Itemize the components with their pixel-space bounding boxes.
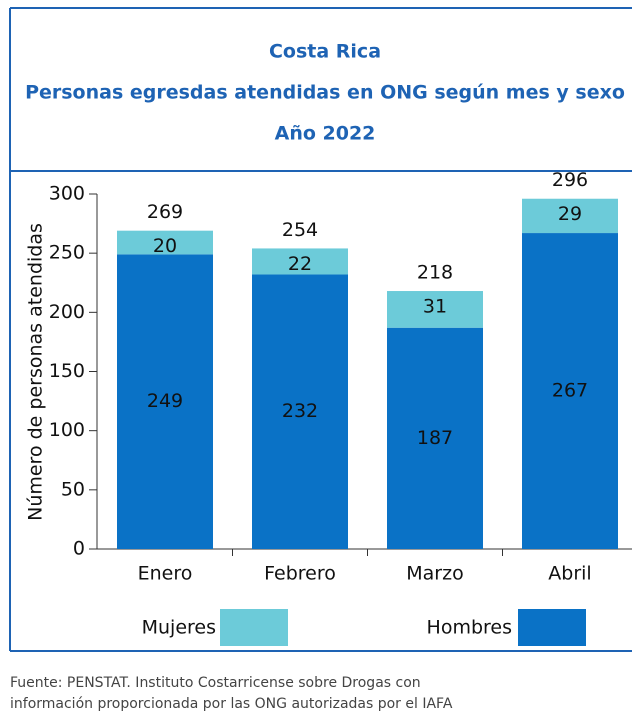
data-label: 232: [282, 400, 318, 422]
data-label: 20: [153, 235, 177, 257]
y-tick-label: 300: [49, 183, 85, 205]
y-tick-label: 0: [73, 538, 85, 560]
data-label: 31: [423, 296, 447, 318]
y-tick-label: 200: [49, 301, 85, 323]
chart-title: Año 2022: [275, 123, 376, 145]
source: información proporcionada por las ONG au…: [10, 696, 453, 712]
y-tick-label: 100: [49, 419, 85, 441]
y-tick-label: 250: [49, 242, 85, 264]
y-tick-label: 150: [49, 360, 85, 382]
bar-segment: [252, 248, 348, 275]
chart-title: Costa Rica: [269, 41, 381, 63]
legend-swatch: [518, 609, 586, 646]
chart-title: Personas egresdas atendidas en ONG según…: [25, 82, 625, 104]
data-label: 22: [288, 253, 312, 275]
bar-segment: [387, 291, 483, 328]
source: Fuente: PENSTAT. Instituto Costarricense…: [10, 675, 421, 691]
legend-swatch: [220, 609, 288, 646]
x-tick-label: Enero: [138, 563, 193, 585]
total-label: 218: [417, 262, 453, 284]
legend-label: Mujeres: [142, 617, 216, 639]
bar-segment: [117, 254, 213, 549]
data-label: 267: [552, 380, 588, 402]
data-label: 249: [147, 390, 183, 412]
y-axis-label: Número de personas atendidas: [25, 223, 47, 521]
legend-label: Hombres: [427, 617, 512, 639]
total-label: 269: [147, 201, 183, 223]
x-tick-label: Febrero: [264, 563, 336, 585]
bar-segment: [252, 274, 348, 549]
data-label: 29: [558, 203, 582, 225]
y-tick-label: 50: [61, 478, 85, 500]
total-label: 296: [552, 169, 588, 191]
data-label: 187: [417, 427, 453, 449]
x-tick-label: Abril: [548, 563, 591, 585]
bar-segment: [117, 230, 213, 255]
x-tick-label: Marzo: [406, 563, 463, 585]
bar-segment: [522, 233, 618, 550]
total-label: 254: [282, 219, 318, 241]
bar-segment: [522, 198, 618, 234]
bar-segment: [387, 327, 483, 549]
